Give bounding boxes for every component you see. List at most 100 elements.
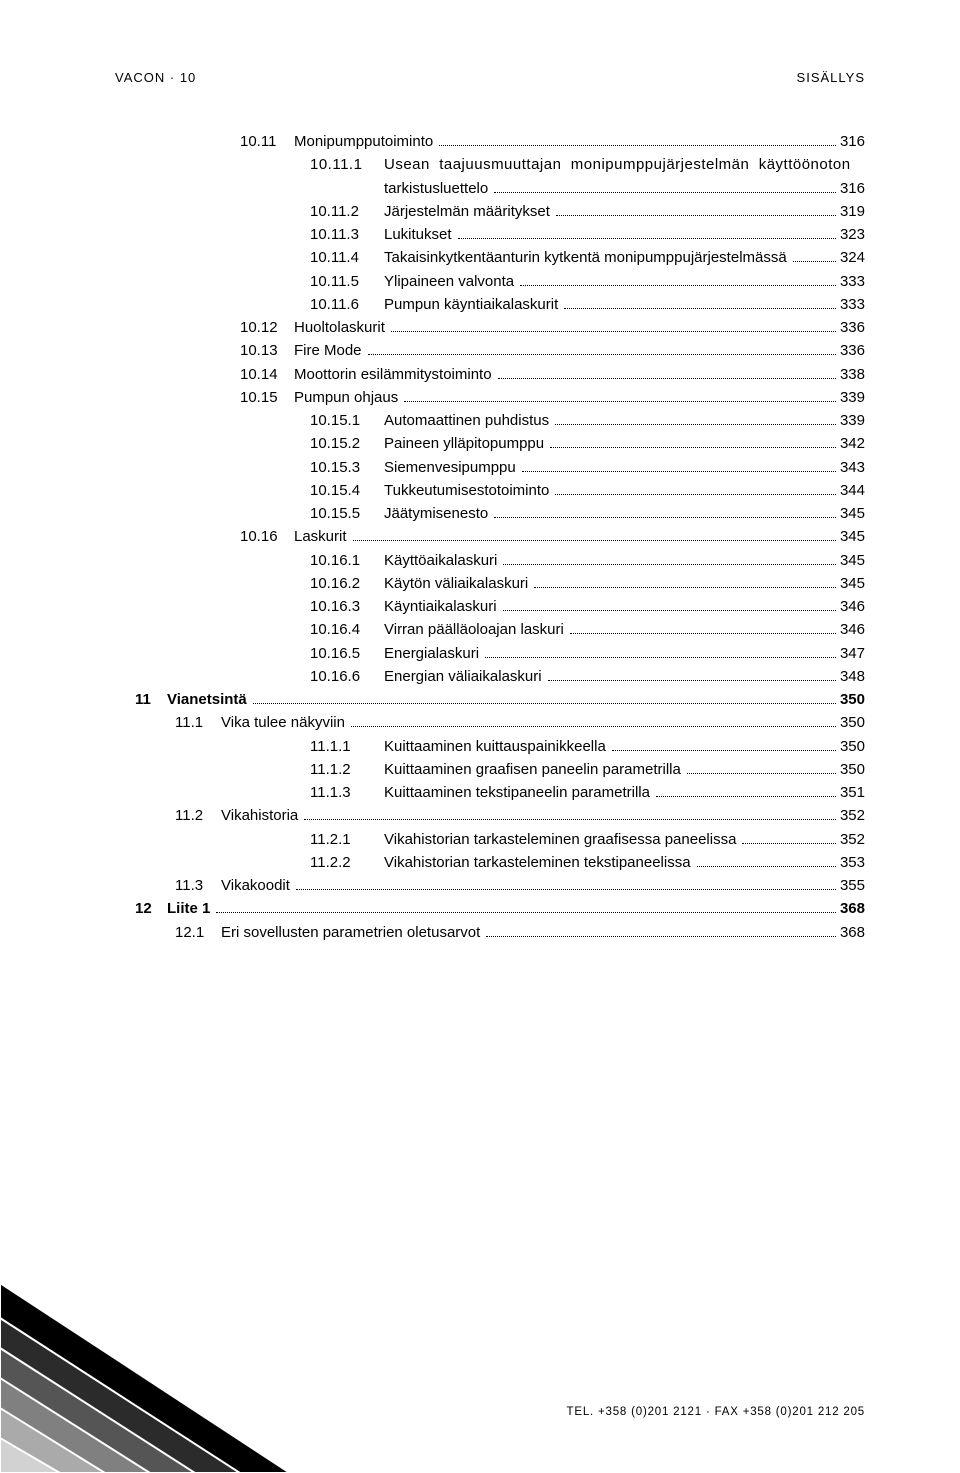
toc-page: 348 xyxy=(840,665,865,688)
toc-number: 10.11 xyxy=(240,130,290,153)
toc-title: Moottorin esilämmitystoiminto xyxy=(294,363,492,386)
toc-page: 336 xyxy=(840,339,865,362)
toc-page: 353 xyxy=(840,851,865,874)
toc-leader xyxy=(503,564,836,565)
toc-leader xyxy=(612,750,836,751)
toc-title: tarkistusluettelo xyxy=(384,177,488,200)
toc-title: Monipumpputoiminto xyxy=(294,130,433,153)
toc-number: 10.15.4 xyxy=(310,479,380,502)
toc-leader xyxy=(697,866,836,867)
toc-number: 11.3 xyxy=(175,874,217,897)
toc-row: 10.11Monipumpputoiminto 316 xyxy=(115,130,865,153)
toc-page: 352 xyxy=(840,804,865,827)
toc-page: 333 xyxy=(840,270,865,293)
toc-leader xyxy=(687,773,836,774)
toc-leader xyxy=(404,401,836,402)
toc-leader xyxy=(498,378,836,379)
toc-page: 352 xyxy=(840,828,865,851)
toc-title: Järjestelmän määritykset xyxy=(384,200,550,223)
toc-number: 11.1.2 xyxy=(310,758,380,781)
toc-page: 350 xyxy=(840,688,865,711)
toc-leader xyxy=(503,610,836,611)
toc-leader xyxy=(550,447,836,448)
toc-page: 351 xyxy=(840,781,865,804)
toc-page: 346 xyxy=(840,618,865,641)
toc-leader xyxy=(216,912,836,913)
toc-page: 347 xyxy=(840,642,865,665)
toc-title: Eri sovellusten parametrien oletusarvot xyxy=(221,921,480,944)
toc-row: 10.16.5Energialaskuri347 xyxy=(115,642,865,665)
toc-number: 10.15.2 xyxy=(310,432,380,455)
toc-leader xyxy=(494,517,836,518)
toc-page: 316 xyxy=(840,130,865,153)
toc-row: tarkistusluettelo316 xyxy=(115,177,865,200)
toc-number: 10.11.5 xyxy=(310,270,380,293)
toc-leader xyxy=(439,145,836,146)
toc-page: 345 xyxy=(840,549,865,572)
toc-row: 11Vianetsintä350 xyxy=(115,688,865,711)
table-of-contents: 10.11Monipumpputoiminto 31610.11.1Usean t… xyxy=(115,130,865,944)
toc-row: 11.1Vika tulee näkyviin350 xyxy=(115,711,865,734)
toc-leader xyxy=(656,796,836,797)
toc-page: 345 xyxy=(840,502,865,525)
toc-row: 10.11.5Ylipaineen valvonta 333 xyxy=(115,270,865,293)
toc-page: 339 xyxy=(840,409,865,432)
page-footer: TEL. +358 (0)201 2121 · FAX +358 (0)201 … xyxy=(567,1406,865,1418)
toc-number: 10.13 xyxy=(240,339,290,362)
toc-number: 11.1 xyxy=(175,711,217,734)
toc-title: Energian väliaikalaskuri xyxy=(384,665,542,688)
toc-number: 11.2 xyxy=(175,804,217,827)
toc-row: 10.11.1Usean taajuusmuuttajan monipumppu… xyxy=(115,153,865,176)
toc-title: Takaisinkytkentäanturin kytkentä monipum… xyxy=(384,246,787,269)
toc-leader xyxy=(742,843,836,844)
toc-title: Vikahistorian tarkasteleminen tekstipane… xyxy=(384,851,691,874)
toc-title: Automaattinen puhdistus xyxy=(384,409,549,432)
toc-title: Liite 1 xyxy=(167,897,210,920)
toc-title: Kuittaaminen tekstipaneelin parametrilla xyxy=(384,781,650,804)
toc-leader xyxy=(486,936,836,937)
toc-row: 10.16.1Käyttöaikalaskuri345 xyxy=(115,549,865,572)
toc-leader xyxy=(555,494,836,495)
toc-title: Siemenvesipumppu xyxy=(384,456,516,479)
toc-title: Pumpun ohjaus xyxy=(294,386,398,409)
toc-page: 350 xyxy=(840,758,865,781)
toc-number: 11.1.1 xyxy=(310,735,380,758)
toc-leader xyxy=(458,238,836,239)
toc-row: 11.2.1Vikahistorian tarkasteleminen graa… xyxy=(115,828,865,851)
toc-page: 344 xyxy=(840,479,865,502)
toc-row: 10.16.6Energian väliaikalaskuri 348 xyxy=(115,665,865,688)
toc-title: Jäätymisenesto xyxy=(384,502,488,525)
toc-title: Ylipaineen valvonta xyxy=(384,270,514,293)
toc-number: 10.16.5 xyxy=(310,642,380,665)
toc-row: 11.2.2Vikahistorian tarkasteleminen teks… xyxy=(115,851,865,874)
toc-number: 10.16 xyxy=(240,525,290,548)
page-header: VACON · 10 SISÄLLYS xyxy=(115,70,865,85)
toc-page: 323 xyxy=(840,223,865,246)
toc-leader xyxy=(304,819,836,820)
toc-page: 324 xyxy=(840,246,865,269)
toc-title: Vikakoodit xyxy=(221,874,290,897)
toc-page: 343 xyxy=(840,456,865,479)
toc-leader xyxy=(556,215,836,216)
toc-row: 11.2Vikahistoria352 xyxy=(115,804,865,827)
toc-leader xyxy=(793,261,836,262)
toc-title: Pumpun käyntiaikalaskurit xyxy=(384,293,558,316)
toc-page: 339 xyxy=(840,386,865,409)
toc-leader xyxy=(564,308,836,309)
toc-row: 11.1.3Kuittaaminen tekstipaneelin parame… xyxy=(115,781,865,804)
toc-title: Kuittaaminen kuittauspainikkeella xyxy=(384,735,606,758)
toc-number: 11.2.1 xyxy=(310,828,380,851)
toc-number: 10.16.2 xyxy=(310,572,380,595)
toc-number: 11.2.2 xyxy=(310,851,380,874)
toc-title: Lukitukset xyxy=(384,223,452,246)
toc-number: 10.16.1 xyxy=(310,549,380,572)
toc-number: 10.11.2 xyxy=(310,200,380,223)
toc-number: 11 xyxy=(135,688,163,711)
toc-number: 10.16.4 xyxy=(310,618,380,641)
toc-leader xyxy=(391,331,836,332)
toc-title: Huoltolaskurit xyxy=(294,316,385,339)
toc-page: 342 xyxy=(840,432,865,455)
toc-number: 12.1 xyxy=(175,921,217,944)
toc-row: 10.15.2Paineen ylläpitopumppu342 xyxy=(115,432,865,455)
toc-number: 10.16.6 xyxy=(310,665,380,688)
